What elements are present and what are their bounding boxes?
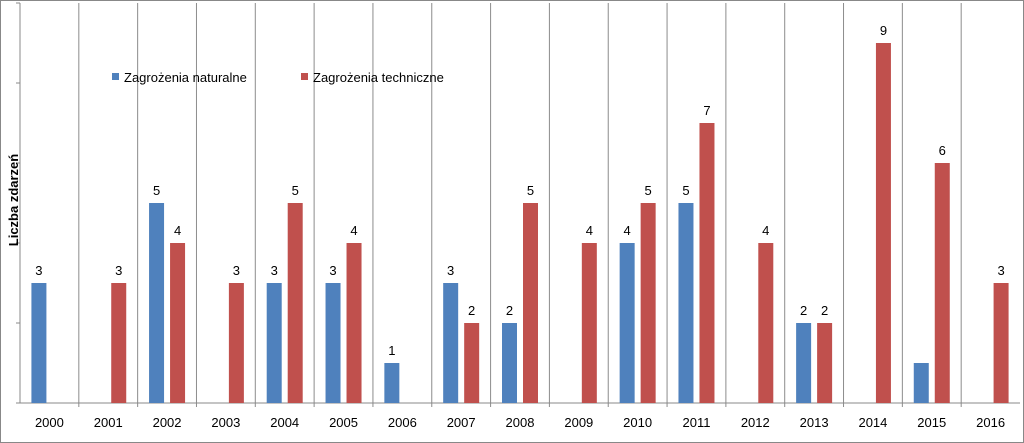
data-label-natural-2004: 3 (271, 263, 278, 278)
legend-label-natural: Zagrożenia naturalne (124, 70, 247, 85)
bar-natural-2013 (796, 323, 812, 403)
x-tick-label-2016: 2016 (976, 415, 1005, 430)
x-tick-label-2005: 2005 (329, 415, 358, 430)
bar-natural-2011 (678, 203, 694, 403)
bar-technical-2002 (170, 243, 186, 403)
x-tick-label-2010: 2010 (623, 415, 652, 430)
bar-natural-2008 (502, 323, 517, 403)
bar-technical-2001 (111, 283, 127, 403)
data-label-technical-2014: 9 (880, 23, 887, 38)
legend: Zagrożenia naturalne Zagrożenia technicz… (112, 70, 444, 85)
x-tick-label-2001: 2001 (94, 415, 123, 430)
bar-technical-2009 (581, 243, 597, 403)
bar-natural-2002 (149, 203, 165, 403)
data-label-technical-2001: 3 (115, 263, 122, 278)
bar-technical-2003 (228, 283, 244, 403)
data-label-natural-2002: 5 (153, 183, 160, 198)
bar-technical-2005 (346, 243, 362, 403)
legend-swatch-natural (112, 73, 119, 80)
bar-natural-2010 (619, 243, 635, 403)
x-tick-label-2012: 2012 (741, 415, 770, 430)
bar-technical-2012 (758, 243, 774, 403)
data-label-technical-2005: 4 (350, 223, 357, 238)
bar-technical-2015 (934, 163, 950, 403)
x-tick-label-2014: 2014 (858, 415, 887, 430)
data-label-technical-2016: 3 (997, 263, 1004, 278)
y-axis-ticks (16, 2, 20, 404)
bars-group (31, 43, 1009, 403)
bar-technical-2007 (464, 323, 480, 403)
data-label-natural-2013: 2 (800, 303, 807, 318)
data-label-natural-2010: 4 (624, 223, 631, 238)
y-axis-title: Liczba zdarzeń (6, 154, 21, 247)
data-label-natural-2006: 1 (388, 343, 395, 358)
bar-natural-2005 (325, 283, 341, 403)
x-tick-label-2013: 2013 (800, 415, 829, 430)
bar-natural-2004 (266, 283, 282, 403)
legend-label-technical: Zagrożenia techniczne (313, 70, 444, 85)
data-label-technical-2004: 5 (292, 183, 299, 198)
legend-swatch-technical (301, 73, 308, 80)
data-label-natural-2008: 2 (506, 303, 513, 318)
x-tick-label-2015: 2015 (917, 415, 946, 430)
bar-natural-2000 (31, 283, 47, 403)
bar-technical-2008 (523, 203, 538, 403)
bar-natural-2007 (443, 283, 459, 403)
bar-technical-2016 (993, 283, 1009, 403)
data-label-technical-2009: 4 (586, 223, 593, 238)
data-label-technical-2007: 2 (468, 303, 475, 318)
data-label-natural-2005: 3 (329, 263, 336, 278)
data-label-natural-2000: 3 (35, 263, 42, 278)
x-tick-label-2000: 2000 (35, 415, 64, 430)
bar-technical-2014 (875, 43, 891, 403)
bar-natural-2015 (913, 363, 929, 403)
data-label-natural-2007: 3 (447, 263, 454, 278)
data-label-technical-2002: 4 (174, 223, 181, 238)
x-tick-label-2011: 2011 (682, 415, 710, 430)
data-label-technical-2015: 6 (939, 143, 946, 158)
data-label-technical-2008: 5 (527, 183, 534, 198)
data-label-technical-2013: 2 (821, 303, 828, 318)
bar-technical-2010 (640, 203, 656, 403)
x-tick-label-2004: 2004 (270, 415, 299, 430)
data-label-natural-2011: 5 (682, 183, 689, 198)
bar-technical-2004 (287, 203, 303, 403)
data-label-technical-2003: 3 (233, 263, 240, 278)
bar-technical-2013 (817, 323, 833, 403)
data-label-technical-2012: 4 (762, 223, 769, 238)
x-tick-label-2008: 2008 (506, 415, 535, 430)
data-label-technical-2010: 5 (645, 183, 652, 198)
bar-natural-2006 (384, 363, 400, 403)
data-label-technical-2011: 7 (703, 103, 710, 118)
x-tick-label-2009: 2009 (564, 415, 593, 430)
x-tick-label-2002: 2002 (153, 415, 182, 430)
x-tick-label-2003: 2003 (211, 415, 240, 430)
bar-technical-2011 (699, 123, 715, 403)
x-tick-label-2007: 2007 (447, 415, 476, 430)
x-tick-label-2006: 2006 (388, 415, 417, 430)
category-separators (78, 3, 962, 407)
x-tick-labels-group: 2000 2001 2002 2003 2004 2005 2006 2007 2008 2009… (35, 415, 1005, 430)
